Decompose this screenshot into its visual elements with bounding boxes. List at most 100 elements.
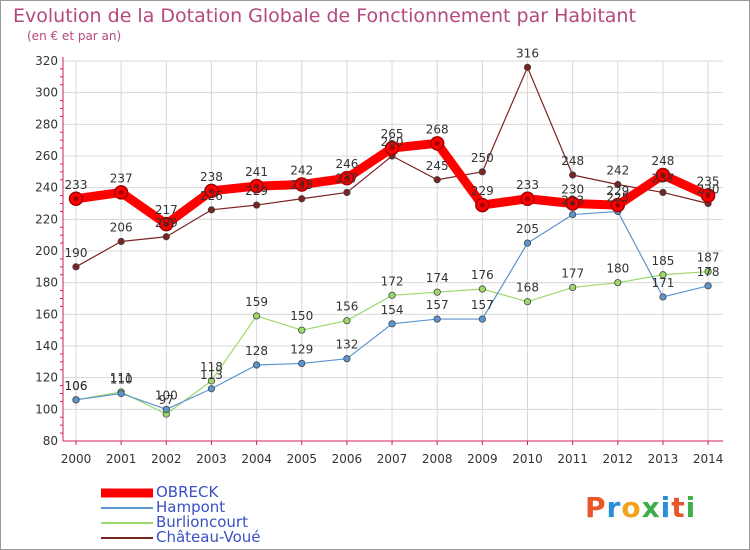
point-center-obreck: [208, 188, 214, 194]
point-center-obreck: [73, 196, 79, 202]
data-label-burlioncourt: 168: [516, 281, 539, 295]
data-label-obreck: 242: [290, 164, 313, 178]
y-tick-label: 120: [35, 371, 58, 385]
data-label-burlioncourt: 159: [245, 295, 268, 309]
data-label-hampont: 106: [65, 379, 88, 393]
data-label-hampont: 128: [245, 344, 268, 358]
point-chateau-voue: [569, 171, 577, 179]
data-label-chateau-voue: 245: [426, 159, 449, 173]
point-chateau-voue: [207, 206, 216, 214]
data-label-chateau-voue: 316: [516, 46, 539, 60]
point-burlioncourt: [298, 326, 306, 334]
point-burlioncourt: [523, 298, 532, 306]
data-label-chateau-voue: 190: [65, 246, 88, 260]
data-label-chateau-voue: 209: [155, 216, 178, 230]
y-tick-label: 260: [35, 149, 58, 163]
data-label-obreck: 248: [651, 154, 674, 168]
x-tick-label: 2011: [557, 452, 588, 466]
x-tick-label: 2008: [422, 452, 453, 466]
x-tick-label: 2012: [603, 452, 634, 466]
data-label-hampont: 157: [471, 298, 494, 312]
point-burlioncourt: [207, 377, 216, 385]
data-label-burlioncourt: 177: [561, 266, 584, 280]
data-label-burlioncourt: 106: [65, 379, 88, 393]
x-tick-label: 2001: [106, 452, 137, 466]
data-label-burlioncourt: 172: [381, 274, 404, 288]
data-label-obreck: 233: [516, 178, 539, 192]
data-label-chateau-voue: 230: [697, 183, 720, 197]
data-label-obreck: 235: [697, 175, 720, 189]
data-label-hampont: 205: [516, 222, 539, 236]
data-label-hampont: 110: [110, 373, 133, 387]
x-tick-label: 2005: [286, 452, 317, 466]
data-label-chateau-voue: 250: [471, 151, 494, 165]
data-label-burlioncourt: 118: [200, 360, 223, 374]
data-label-obreck: 237: [110, 171, 133, 185]
x-tick-label: 2002: [151, 452, 182, 466]
data-label-obreck: 268: [426, 122, 449, 136]
data-label-hampont: 157: [426, 298, 449, 312]
y-tick-label: 220: [35, 212, 58, 226]
point-hampont: [704, 282, 712, 290]
data-label-burlioncourt: 156: [335, 300, 358, 314]
point-burlioncourt: [388, 291, 396, 299]
point-center-obreck: [525, 196, 530, 202]
data-label-chateau-voue: 260: [381, 135, 404, 149]
point-center-obreck: [570, 201, 576, 206]
point-hampont: [388, 320, 396, 328]
point-hampont: [659, 293, 667, 301]
point-burlioncourt: [659, 271, 667, 279]
point-chateau-voue: [433, 176, 441, 184]
point-center-obreck: [660, 172, 666, 178]
y-tick-label: 160: [35, 307, 58, 321]
y-tick-label: 100: [35, 402, 58, 416]
y-tick-label: 320: [35, 54, 58, 68]
data-label-hampont: 171: [651, 276, 674, 290]
legend-label-hampont: Hampont: [156, 498, 226, 516]
data-label-obreck: 217: [155, 203, 178, 217]
point-burlioncourt: [478, 285, 486, 293]
point-center-obreck: [254, 183, 260, 189]
point-hampont: [343, 355, 351, 363]
point-center-obreck: [434, 140, 440, 146]
y-tick-label: 200: [35, 244, 58, 258]
point-burlioncourt: [569, 283, 577, 292]
data-label-burlioncourt: 97: [159, 393, 174, 407]
point-chateau-voue: [523, 63, 532, 71]
x-tick-label: 2009: [467, 452, 498, 466]
data-label-obreck: 230: [561, 183, 584, 197]
data-label-chateau-voue: 226: [200, 189, 223, 203]
data-label-hampont: 100: [155, 388, 178, 402]
point-hampont: [478, 315, 486, 323]
point-hampont: [523, 239, 532, 247]
data-label-chateau-voue: 237: [651, 171, 674, 185]
y-tick-label: 240: [35, 181, 58, 195]
point-hampont: [253, 361, 261, 369]
x-tick-label: 2013: [648, 452, 679, 466]
x-tick-label: 2004: [241, 452, 272, 466]
data-label-hampont: 154: [381, 303, 404, 317]
chart-subtitle: (en € et par an): [27, 29, 122, 43]
x-tick-label: 2007: [377, 452, 408, 466]
point-center-obreck: [479, 202, 485, 208]
point-hampont: [72, 396, 80, 404]
data-label-chateau-voue: 248: [561, 154, 584, 168]
point-center-obreck: [299, 182, 305, 187]
point-hampont: [433, 315, 441, 323]
point-burlioncourt: [614, 279, 622, 287]
legend-label-obreck: OBRECK: [156, 483, 219, 501]
data-label-obreck: 233: [65, 178, 88, 192]
grid-layer: [63, 60, 723, 442]
data-label-burlioncourt: 150: [290, 309, 313, 323]
point-burlioncourt: [343, 317, 351, 325]
point-center-obreck: [615, 202, 621, 208]
point-chateau-voue: [253, 201, 261, 209]
y-tick-label: 280: [35, 117, 58, 131]
x-tick-label: 2006: [332, 452, 363, 466]
point-hampont: [207, 385, 216, 393]
data-label-burlioncourt: 187: [697, 251, 720, 265]
y-tick-label: 180: [35, 276, 58, 290]
legend-label-chateau-voue: Château-Voué: [156, 528, 261, 546]
data-label-chateau-voue: 233: [290, 178, 313, 192]
